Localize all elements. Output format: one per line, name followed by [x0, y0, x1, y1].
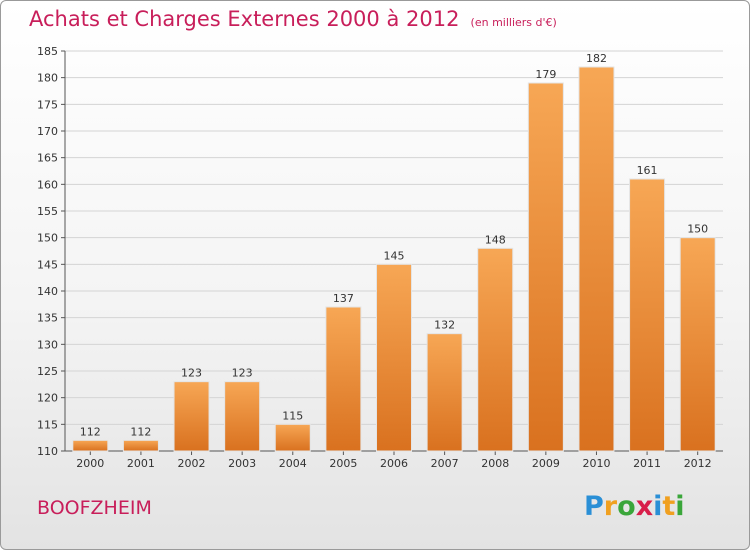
x-tick-label: 2009	[532, 457, 560, 470]
bar	[122, 439, 159, 452]
bar	[325, 306, 362, 452]
y-tick-label: 175	[37, 98, 58, 111]
y-tick-label: 165	[37, 152, 58, 165]
labels: 110 115 120 125 130 135 140 145 150 155 160 165 170 1…	[37, 45, 712, 470]
data-label: 123	[232, 367, 253, 380]
logo-letter: o	[617, 491, 636, 522]
y-tick-label: 120	[37, 392, 58, 405]
logo-letter: P	[584, 491, 604, 522]
data-label: 112	[130, 425, 151, 438]
x-tick-label: 2006	[380, 457, 408, 470]
bar	[629, 178, 666, 452]
data-label: 137	[333, 292, 354, 305]
x-tick-label: 2012	[684, 457, 712, 470]
data-label: 115	[282, 409, 303, 422]
data-label: 161	[637, 164, 658, 177]
chart-title-block: Achats et Charges Externes 2000 à 2012 (…	[29, 7, 557, 31]
y-tick-label: 180	[37, 72, 58, 85]
bar	[274, 423, 311, 452]
bars	[72, 66, 716, 452]
commune-name: BOOFZHEIM	[37, 497, 152, 519]
data-label: 179	[535, 68, 556, 81]
y-tick-label: 160	[37, 178, 58, 191]
bar	[376, 263, 412, 452]
y-tick-label: 155	[37, 205, 58, 218]
bar	[527, 82, 564, 452]
data-label: 148	[485, 233, 506, 246]
proxiti-logo: Proxiti	[584, 491, 685, 522]
logo-letter: i	[675, 491, 685, 522]
x-tick-label: 2001	[127, 457, 155, 470]
y-tick-label: 130	[37, 338, 58, 351]
y-tick-label: 110	[37, 445, 58, 458]
data-label: 132	[434, 319, 455, 332]
bar	[477, 247, 514, 452]
y-tick-label: 140	[37, 285, 58, 298]
chart-title: Achats et Charges Externes 2000 à 2012	[29, 7, 460, 31]
bar	[679, 237, 716, 452]
y-tick-label: 125	[37, 365, 58, 378]
logo-letter: x	[635, 491, 654, 522]
data-label: 150	[687, 223, 708, 236]
x-tick-label: 2005	[329, 457, 357, 470]
y-tick-label: 150	[37, 232, 58, 245]
x-tick-label: 2004	[279, 457, 307, 470]
data-label: 123	[181, 367, 202, 380]
data-label: 145	[384, 249, 405, 262]
logo-letter: r	[603, 491, 618, 522]
x-tick-label: 2000	[76, 457, 104, 470]
data-label: 112	[80, 425, 101, 438]
x-tick-label: 2008	[481, 457, 509, 470]
logo-letter: i	[653, 491, 663, 522]
x-tick-label: 2007	[431, 457, 459, 470]
y-tick-label: 135	[37, 312, 58, 325]
bar	[72, 439, 109, 452]
logo-letter: t	[662, 491, 676, 522]
bar	[578, 66, 615, 452]
data-label: 182	[586, 52, 607, 65]
bar	[224, 381, 261, 452]
x-tick-label: 2002	[178, 457, 206, 470]
y-tick-label: 145	[37, 258, 58, 271]
x-tick-label: 2003	[228, 457, 256, 470]
y-tick-label: 185	[37, 45, 58, 58]
bar	[173, 381, 210, 452]
y-tick-label: 170	[37, 125, 58, 138]
y-tick-label: 115	[37, 418, 58, 431]
chart-subtitle: (en milliers d'€)	[470, 16, 557, 29]
bar	[426, 333, 463, 452]
x-tick-label: 2011	[633, 457, 661, 470]
x-tick-label: 2010	[582, 457, 610, 470]
